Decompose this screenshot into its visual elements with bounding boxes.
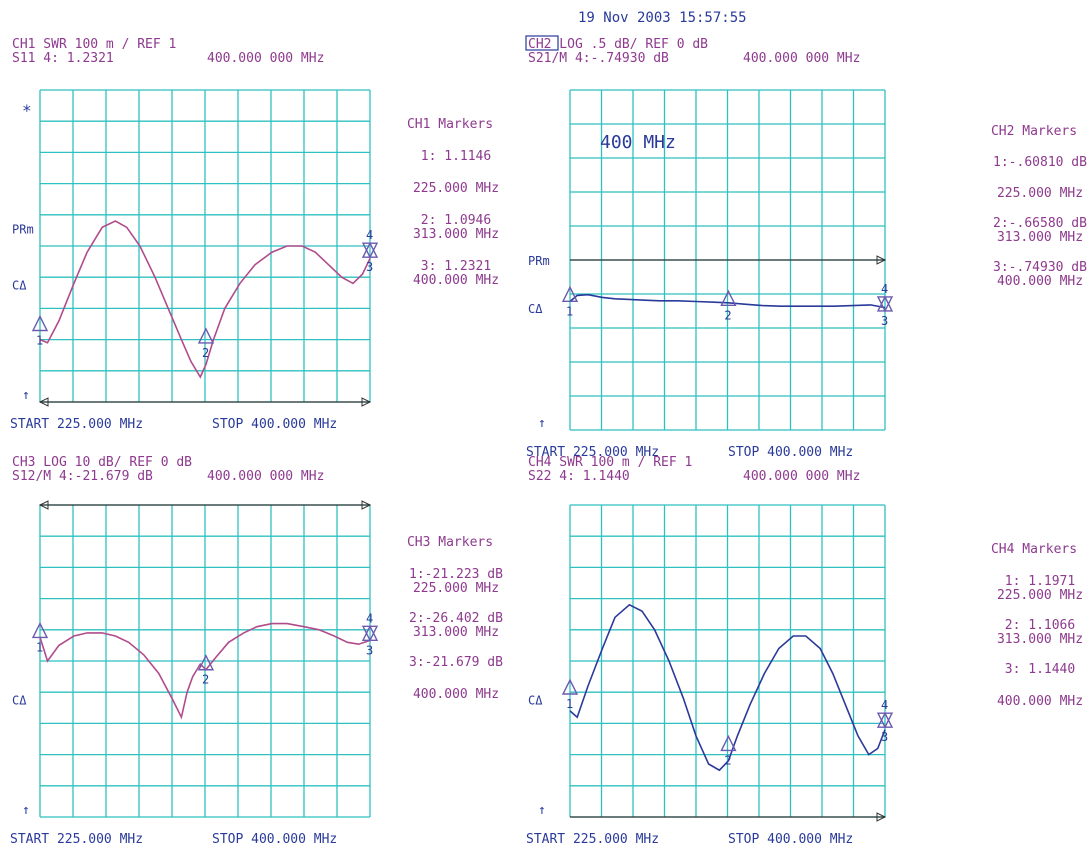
- prm-label: PRm: [528, 254, 550, 268]
- marker-number: 4: [881, 282, 888, 296]
- start-frequency-label: START 225.000 MHz: [10, 417, 143, 432]
- channel-header-format: CH3 LOG 10 dB/ REF 0 dB: [12, 455, 192, 470]
- cdelta-label: CΔ: [12, 694, 27, 708]
- marker-list-line: 313.000 MHz: [997, 230, 1083, 245]
- stop-frequency-label: STOP 400.000 MHz: [212, 832, 337, 847]
- marker-number: 2: [202, 346, 209, 360]
- cdelta-label: CΔ: [528, 694, 543, 708]
- marker-list-line: 225.000 MHz: [997, 186, 1083, 201]
- marker-list-line: 313.000 MHz: [997, 632, 1083, 647]
- marker-list-line: 400.000 MHz: [413, 687, 499, 702]
- marker-list-line: 313.000 MHz: [413, 227, 499, 242]
- marker-list-line: 2: 1.1066: [1005, 618, 1075, 633]
- marker-list-line: 3:-21.679 dB: [409, 655, 503, 670]
- channel-header-format: CH4 SWR 100 m / REF 1: [528, 455, 692, 470]
- marker-number: 3: [366, 260, 373, 274]
- start-frequency-label: START 225.000 MHz: [526, 832, 659, 847]
- channel-header-marker: S22 4: 1.1440: [528, 469, 630, 484]
- reference-arrow: ↑: [538, 416, 546, 431]
- marker-list-title: CH1 Markers: [407, 117, 493, 132]
- marker-number: 1: [566, 304, 573, 318]
- marker-list-line: 1:-21.223 dB: [409, 567, 503, 582]
- timestamp: 19 Nov 2003 15:57:55: [578, 10, 747, 26]
- channel-header-frequency: 400.000 000 MHz: [207, 51, 324, 66]
- channel-header-marker: S12/M 4:-21.679 dB: [12, 469, 153, 484]
- marker-list-line: 1: 1.1146: [421, 149, 491, 164]
- stop-frequency-label: STOP 400.000 MHz: [728, 445, 853, 460]
- marker-list-line: 3: 1.2321: [421, 259, 491, 274]
- marker-number: 1: [36, 640, 43, 654]
- marker-list-line: 3:-.74930 dB: [993, 260, 1087, 275]
- marker-number: 4: [366, 611, 373, 625]
- marker-number: 3: [881, 314, 888, 328]
- frequency-annotation: 400 MHz: [600, 132, 676, 153]
- marker-list-line: 400.000 MHz: [413, 273, 499, 288]
- marker-number: 1: [566, 697, 573, 711]
- marker-number: 3: [366, 643, 373, 657]
- marker-list-line: 400.000 MHz: [997, 694, 1083, 709]
- marker-number: 4: [366, 228, 373, 242]
- marker-number: 4: [881, 698, 888, 712]
- marker-list-line: 2: 1.0946: [421, 213, 491, 228]
- marker-list-line: 2:-26.402 dB: [409, 611, 503, 626]
- marker-list-line: 400.000 MHz: [997, 274, 1083, 289]
- marker-list-line: 225.000 MHz: [413, 581, 499, 596]
- reference-arrow: ↑: [22, 803, 30, 818]
- marker-list-title: CH2 Markers: [991, 124, 1077, 139]
- channel-header-marker: S21/M 4:-.74930 dB: [528, 51, 669, 66]
- marker-list-line: 313.000 MHz: [413, 625, 499, 640]
- channel-header-frequency: 400.000 000 MHz: [207, 469, 324, 484]
- channel-header-frequency: 400.000 000 MHz: [743, 51, 860, 66]
- reference-arrow: ↑: [22, 388, 30, 403]
- marker-list-line: 225.000 MHz: [997, 588, 1083, 603]
- marker-list-line: 1:-.60810 dB: [993, 155, 1087, 170]
- marker-number: 3: [881, 730, 888, 744]
- stop-frequency-label: STOP 400.000 MHz: [728, 832, 853, 847]
- marker-number: 2: [202, 673, 209, 687]
- marker-number: 1: [36, 333, 43, 347]
- marker-list-line: 225.000 MHz: [413, 181, 499, 196]
- start-frequency-label: START 225.000 MHz: [10, 832, 143, 847]
- marker-list-title: CH3 Markers: [407, 535, 493, 550]
- channel-header-format: CH1 SWR 100 m / REF 1: [12, 37, 176, 52]
- marker-number: 2: [724, 308, 731, 322]
- stop-frequency-label: STOP 400.000 MHz: [212, 417, 337, 432]
- marker-list-title: CH4 Markers: [991, 542, 1077, 557]
- reference-arrow: ↑: [538, 803, 546, 818]
- marker-list-line: 3: 1.1440: [1005, 662, 1075, 677]
- cdelta-label: CΔ: [12, 279, 27, 293]
- active-marker-star: *: [22, 101, 32, 120]
- marker-list-line: 1: 1.1971: [1005, 574, 1075, 589]
- cdelta-label: CΔ: [528, 302, 543, 316]
- marker-list-line: 2:-.66580 dB: [993, 216, 1087, 231]
- prm-label: PRm: [12, 223, 34, 237]
- marker-number: 2: [724, 753, 731, 767]
- channel-header-marker: S11 4: 1.2321: [12, 51, 114, 66]
- channel-header-frequency: 400.000 000 MHz: [743, 469, 860, 484]
